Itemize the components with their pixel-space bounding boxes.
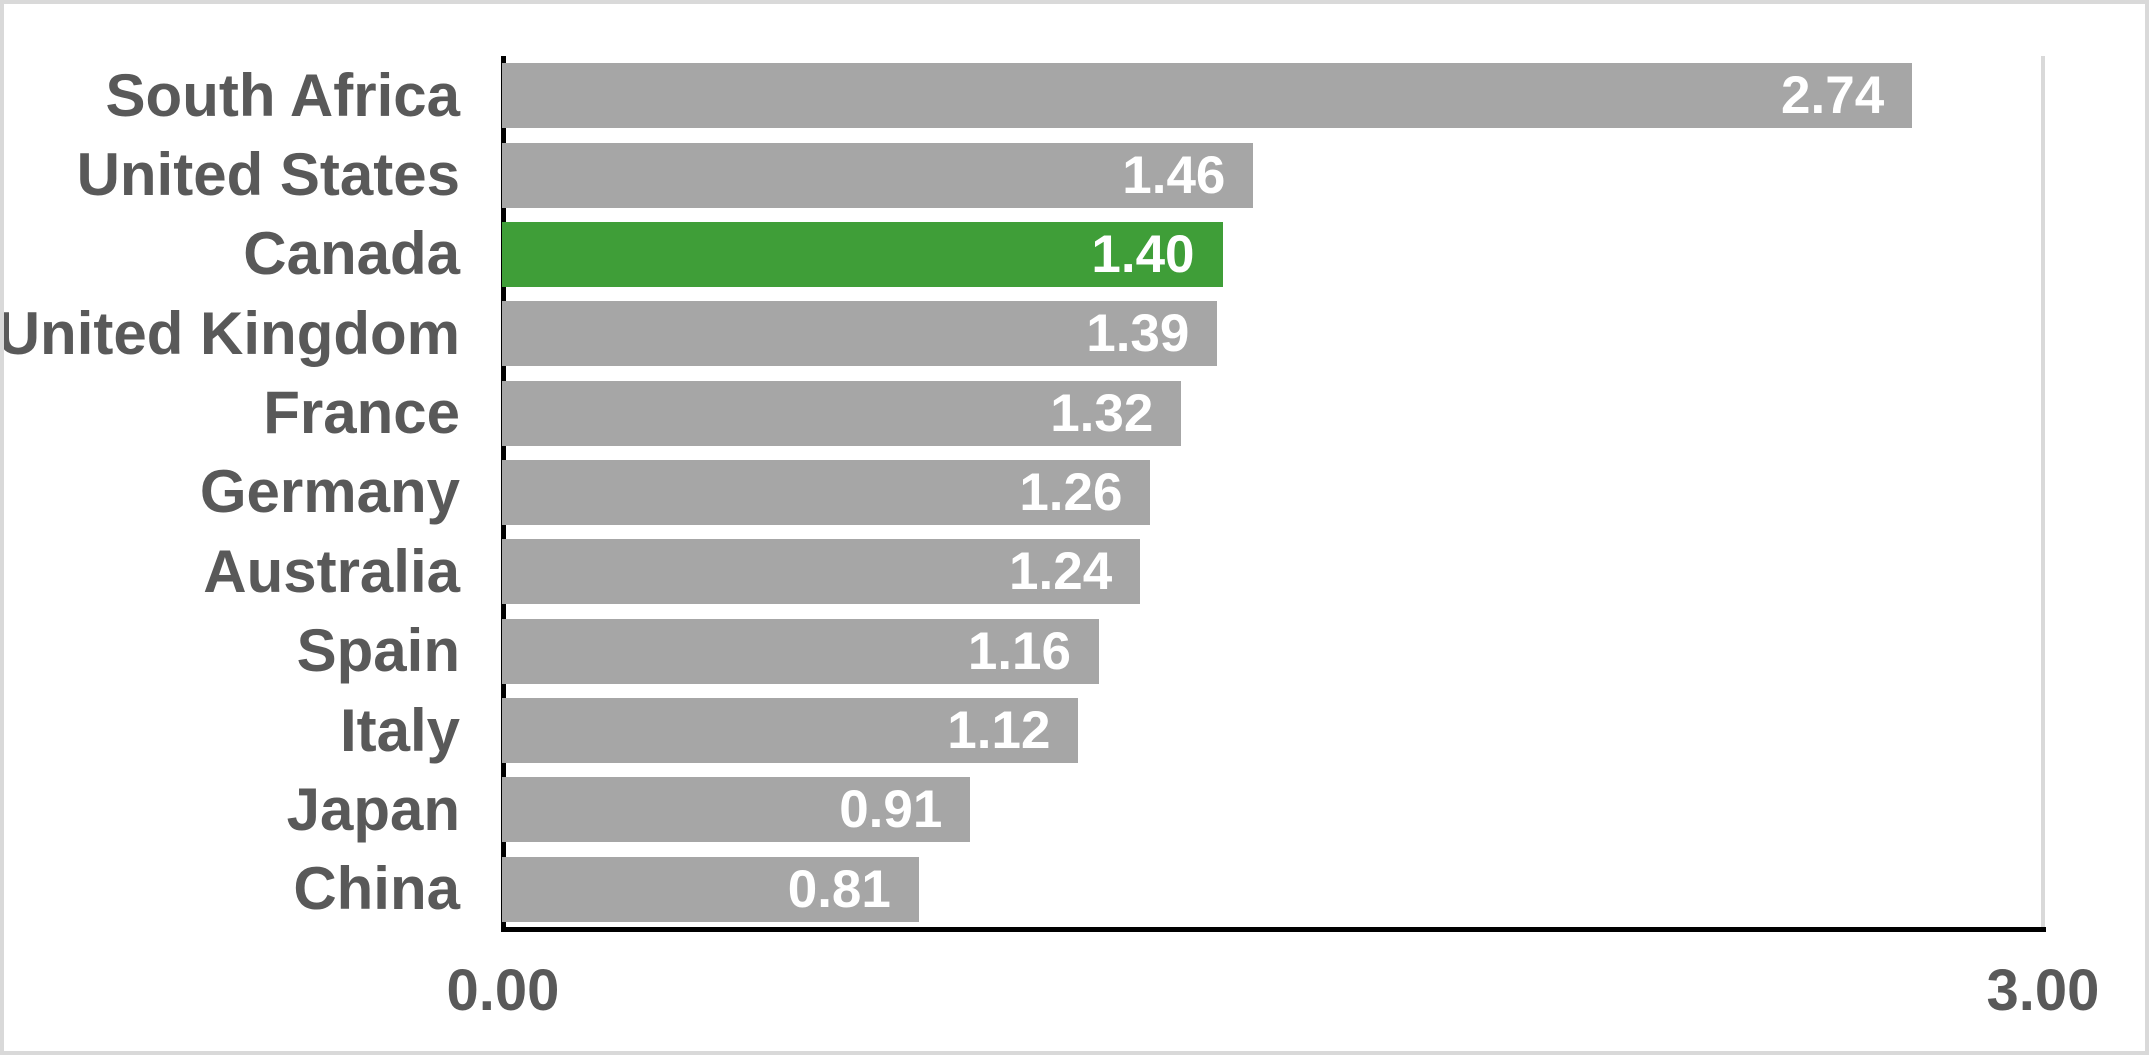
chart-row-china: China 0.81 (4, 850, 2046, 929)
category-label: Japan (286, 775, 460, 843)
bar-spain: 1.16 (502, 618, 1099, 684)
bar-germany: 1.26 (502, 459, 1151, 525)
chart-row-australia: Australia 1.24 (4, 532, 2046, 611)
value-label: 1.40 (1091, 224, 1195, 284)
bar-rows: South Africa 2.74 United States 1.46 Canada 1… (4, 56, 2046, 929)
category-label: France (263, 379, 460, 447)
value-label: 1.26 (1019, 462, 1123, 522)
chart-row-france: France 1.32 (4, 373, 2046, 452)
x-axis-line (501, 927, 2046, 932)
bar-italy: 1.12 (502, 698, 1079, 764)
category-label: United States (76, 141, 460, 209)
bar-united-kingdom: 1.39 (502, 301, 1218, 367)
chart-row-italy: Italy 1.12 (4, 691, 2046, 770)
chart-row-germany: Germany 1.26 (4, 453, 2046, 532)
chart-row-japan: Japan 0.91 (4, 770, 2046, 849)
chart-row-south-africa: South Africa 2.74 (4, 56, 2046, 135)
chart-row-united-states: United States 1.46 (4, 135, 2046, 214)
value-label: 1.12 (947, 701, 1051, 761)
value-label: 2.74 (1781, 66, 1885, 126)
value-label: 0.81 (787, 859, 891, 919)
bar-track: 1.16 (502, 612, 2046, 691)
bar-track: 1.12 (502, 691, 2046, 770)
category-label: South Africa (105, 61, 460, 129)
bar-track: 0.81 (502, 850, 2046, 929)
chart-row-united-kingdom: United Kingdom 1.39 (4, 294, 2046, 373)
value-label: 1.46 (1122, 145, 1226, 205)
bar-south-africa: 2.74 (502, 63, 1913, 129)
bar-track: 1.40 (502, 215, 2046, 294)
bar-track: 1.46 (502, 135, 2046, 214)
bar-track: 1.32 (502, 373, 2046, 452)
value-label: 1.24 (1009, 542, 1113, 602)
value-label: 1.32 (1050, 383, 1154, 443)
bar-australia: 1.24 (502, 539, 1141, 605)
bar-track: 1.24 (502, 532, 2046, 611)
bar-france: 1.32 (502, 380, 1182, 446)
bar-united-states: 1.46 (502, 142, 1254, 208)
chart-row-canada: Canada 1.40 (4, 215, 2046, 294)
x-tick-label-min: 0.00 (446, 958, 560, 1023)
category-label: Spain (296, 617, 460, 685)
category-label: Australia (203, 537, 460, 605)
bar-canada: 1.40 (502, 221, 1223, 287)
x-tick-label-max: 3.00 (1986, 958, 2100, 1023)
value-label: 1.16 (967, 621, 1071, 681)
bar-track: 2.74 (502, 56, 2046, 135)
category-label: Germany (199, 458, 460, 526)
bar-china: 0.81 (502, 856, 919, 922)
category-label: United Kingdom (0, 299, 460, 367)
category-label: Italy (339, 696, 460, 764)
category-label: Canada (243, 220, 460, 288)
value-label: 0.91 (839, 780, 943, 840)
gridline-max (2041, 56, 2045, 927)
value-label: 1.39 (1086, 304, 1190, 364)
chart-row-spain: Spain 1.16 (4, 612, 2046, 691)
category-label: China (293, 855, 460, 923)
bar-japan: 0.91 (502, 777, 971, 843)
bar-track: 1.26 (502, 453, 2046, 532)
bar-track: 1.39 (502, 294, 2046, 373)
bar-track: 0.91 (502, 770, 2046, 849)
